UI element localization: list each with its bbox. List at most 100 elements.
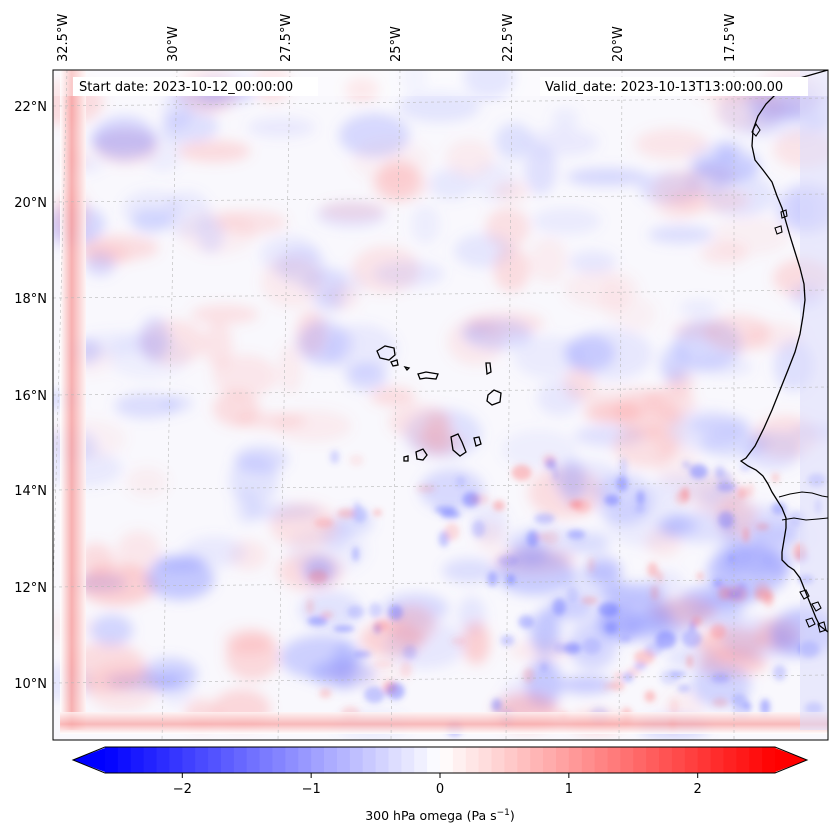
lon-tick-label: 17.5°W (723, 14, 738, 62)
omega-patch (679, 299, 718, 318)
colorbar: −2 −1 0 1 2 300 hPa omega (Pa s−1) (71, 746, 809, 823)
casamance-coast (781, 517, 828, 521)
lon-tick-label: 20°W (611, 26, 626, 62)
omega-patch (372, 260, 445, 287)
valid-date-box (540, 77, 808, 96)
omega-cell (307, 616, 328, 626)
omega-patch (666, 645, 721, 670)
colorbar-segment (208, 747, 222, 773)
omega-cell (337, 508, 356, 519)
omega-cell (471, 520, 486, 538)
omega-cell (542, 530, 559, 545)
omega-cell (347, 605, 365, 619)
omega-cell (737, 486, 748, 500)
start-date-box (73, 77, 318, 96)
lon-tick-label: 22.5°W (501, 14, 516, 62)
latitude-ticks: 22°N 20°N 18°N 16°N 14°N 12°N 10°N (14, 100, 47, 692)
lon-tick-label: 32.5°W (56, 14, 71, 62)
omega-patch (145, 558, 215, 600)
lat-tick-label: 22°N (14, 100, 47, 115)
colorbar-segment (311, 747, 325, 773)
right-boundary-band (800, 70, 828, 730)
omega-patch (90, 614, 134, 646)
omega-cell (650, 584, 659, 601)
omega-cell (353, 500, 361, 511)
omega-cell (573, 499, 591, 514)
omega-patch (529, 237, 568, 284)
omega-patch (530, 610, 561, 655)
omega-cell (497, 554, 519, 567)
island-santa-luzia (403, 365, 411, 372)
omega-patch (704, 314, 771, 352)
omega-patch (377, 158, 419, 201)
omega-cell (696, 572, 704, 580)
omega-cell (747, 482, 754, 498)
colorbar-extend-max (775, 748, 807, 772)
colorbar-segment (749, 747, 763, 773)
colorbar-segment (671, 747, 686, 773)
meridian-gridline (505, 70, 513, 740)
omega-cell (373, 509, 382, 516)
bottom-boundary-band (60, 712, 828, 734)
omega-patch (659, 344, 689, 383)
omega-patch (711, 217, 790, 256)
omega-cell (319, 688, 332, 699)
colorbar-segment (478, 747, 493, 773)
colorbar-segment (543, 747, 557, 773)
omega-cell (737, 582, 747, 591)
omega-patch (493, 246, 530, 293)
colorbar-segment (324, 747, 338, 773)
omega-patch (278, 343, 303, 395)
island-santo-antao (376, 345, 396, 361)
colorbar-ticks: −2 −1 0 1 2 (173, 773, 702, 797)
omega-cell (710, 672, 730, 684)
colorbar-segment (684, 747, 699, 773)
omega-patch (410, 205, 441, 244)
colorbar-segment (607, 747, 621, 773)
lon-tick-label: 25°W (389, 26, 404, 62)
omega-cell (582, 637, 602, 655)
omega-cell (487, 571, 498, 587)
omega-cell (634, 505, 646, 513)
omega-cell (469, 493, 490, 505)
colorbar-segment (285, 747, 299, 773)
valid-date-label: Valid_date: 2023-10-13T13:00:00.00 (545, 80, 783, 95)
colorbar-segment (762, 747, 776, 773)
omega-cell (353, 650, 372, 658)
colorbar-tick-label: −2 (173, 782, 192, 797)
colorbar-segment (697, 747, 712, 773)
colorbar-segment (259, 747, 274, 773)
omega-patch (495, 122, 533, 160)
omega-patch (463, 70, 515, 99)
colorbar-segment (504, 747, 518, 773)
omega-cell (598, 602, 619, 617)
omega-patch (566, 168, 648, 187)
omega-patch (247, 117, 316, 139)
omega-cell (771, 502, 787, 515)
omega-cell (518, 614, 534, 629)
omega-cell (622, 672, 634, 683)
omega-patch (423, 412, 452, 454)
lon-tick-label: 30°W (166, 26, 181, 62)
omega-cell (710, 623, 726, 639)
omega-cell (402, 644, 417, 660)
omega-cell (534, 532, 548, 541)
omega-patch (442, 558, 497, 584)
senegal-coast-small-islands (751, 122, 788, 235)
colorbar-segment (710, 747, 725, 773)
colorbar-label: 300 hPa omega (Pa s−1) (365, 808, 515, 823)
omega-cell (716, 481, 737, 492)
omega-cell (616, 475, 628, 492)
omega-cell (444, 522, 460, 541)
omega-cell (731, 693, 749, 707)
omega-cell (681, 629, 702, 648)
meridian-gridline (161, 70, 178, 740)
omega-cell (604, 621, 618, 634)
cape-verde-islands (376, 345, 502, 462)
gridlines (53, 70, 828, 740)
colorbar-tick-label: 2 (694, 782, 702, 797)
colorbar-segment (195, 747, 209, 773)
omega-patch (558, 458, 586, 505)
omega-patch (586, 557, 622, 584)
